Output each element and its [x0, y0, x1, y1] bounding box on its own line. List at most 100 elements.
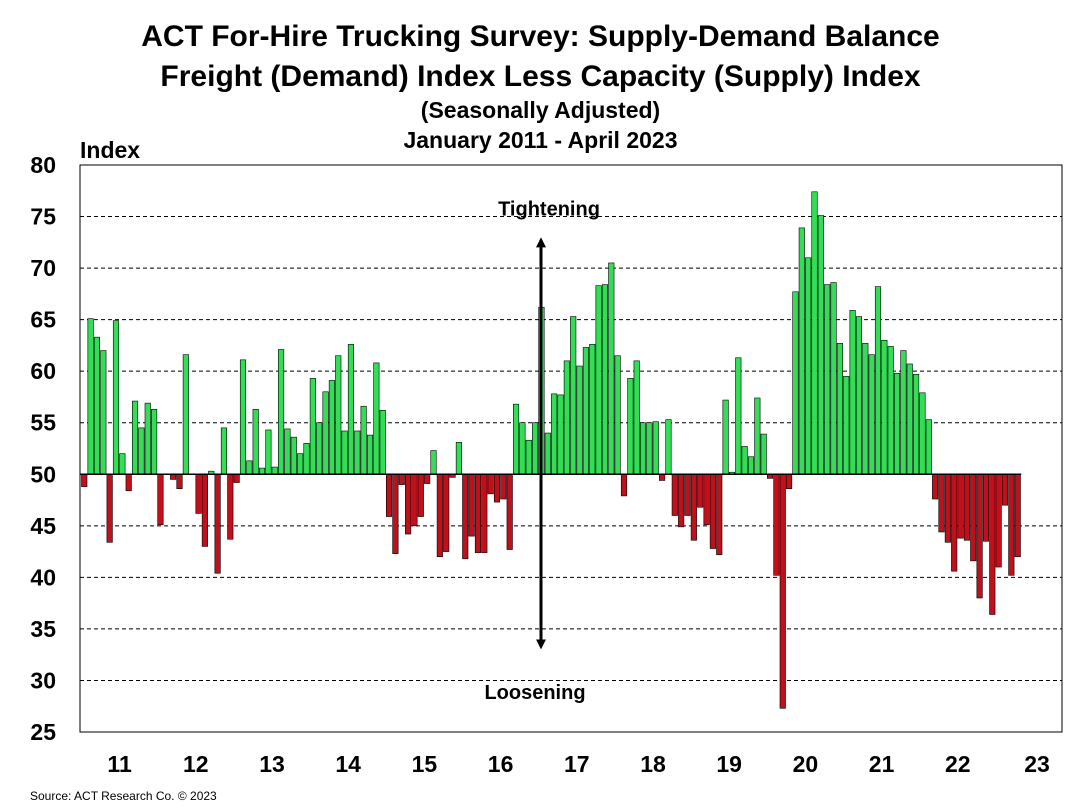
bar — [506, 473, 513, 550]
bar — [119, 453, 126, 475]
bar — [100, 350, 107, 475]
bar — [620, 473, 628, 497]
bar — [913, 373, 920, 475]
bar — [385, 473, 393, 517]
bar — [532, 422, 539, 475]
bar — [379, 410, 386, 475]
x-tick-label: 21 — [869, 751, 895, 777]
bar — [278, 349, 285, 475]
bar — [227, 473, 234, 540]
bar — [989, 473, 996, 615]
bar — [582, 347, 589, 475]
bar — [563, 360, 570, 475]
bar — [576, 365, 583, 475]
bar — [703, 473, 710, 526]
bar — [976, 473, 983, 599]
bar — [328, 380, 335, 475]
bar — [957, 473, 964, 539]
bar — [862, 343, 869, 475]
bar — [557, 394, 564, 475]
bar — [347, 344, 355, 475]
bar — [919, 392, 926, 475]
bar — [322, 391, 329, 475]
bar — [493, 473, 501, 503]
source-note: Source: ACT Research Co. © 2023 — [30, 789, 217, 803]
bar — [487, 473, 494, 495]
y-tick-label: 35 — [30, 616, 56, 642]
bar — [398, 473, 405, 485]
y-tick-label: 70 — [30, 255, 56, 281]
bar — [659, 473, 666, 481]
bar — [570, 316, 577, 475]
bar — [824, 284, 831, 475]
x-axis: 11 12 13 14 15 16 17 18 19 20 21 22 23 — [107, 751, 1049, 777]
bar — [106, 473, 113, 543]
bar — [373, 362, 380, 475]
x-tick-label: 17 — [564, 751, 590, 777]
bar — [735, 357, 742, 475]
bar — [462, 473, 469, 560]
bar — [176, 473, 183, 489]
bars — [81, 191, 1021, 709]
y-tick-label: 55 — [30, 410, 56, 436]
bar — [468, 473, 475, 537]
x-tick-label: 11 — [107, 751, 132, 777]
bar — [112, 320, 120, 475]
bar — [316, 422, 323, 475]
bar — [786, 473, 793, 489]
bar — [754, 397, 761, 475]
bar — [779, 473, 786, 709]
x-tick-label: 18 — [640, 751, 666, 777]
y-tick-label: 75 — [30, 204, 56, 230]
bar — [519, 422, 526, 475]
bar — [132, 400, 139, 475]
bar — [589, 344, 596, 475]
bar — [805, 257, 812, 475]
bar — [1008, 473, 1015, 576]
bar — [671, 473, 678, 516]
y-tick-label: 30 — [30, 667, 56, 693]
y-tick-label: 50 — [30, 461, 56, 487]
plot-area — [79, 164, 1063, 733]
bar — [182, 354, 189, 475]
bar — [646, 422, 653, 475]
bar — [201, 473, 208, 547]
y-tick-label: 25 — [30, 719, 56, 745]
bar — [627, 378, 634, 475]
x-tick-label: 22 — [945, 751, 971, 777]
bar — [436, 473, 443, 558]
bar — [595, 285, 602, 475]
bar — [938, 473, 945, 533]
y-tick-label: 40 — [30, 564, 56, 590]
bar — [430, 450, 437, 475]
bar — [233, 473, 240, 483]
bar — [747, 456, 755, 475]
annotation-tightening: Tightening — [498, 198, 600, 220]
bar — [951, 473, 958, 572]
bar — [811, 191, 818, 475]
bar — [239, 359, 247, 475]
bar — [963, 473, 970, 541]
bar — [893, 372, 901, 475]
x-tick-label: 13 — [259, 751, 285, 777]
bar — [798, 227, 805, 475]
x-tick-label: 20 — [793, 751, 819, 777]
bar — [925, 419, 932, 475]
bar — [995, 473, 1002, 568]
bar — [258, 467, 266, 475]
bar — [906, 363, 913, 475]
bar — [836, 343, 843, 475]
x-tick-label: 14 — [335, 751, 361, 777]
bar — [970, 473, 977, 562]
bar — [741, 446, 748, 475]
bar — [830, 282, 837, 475]
y-tick-label: 65 — [30, 307, 56, 333]
bar — [551, 393, 558, 475]
bar — [138, 427, 145, 475]
bar — [932, 473, 939, 500]
bar — [601, 284, 609, 475]
chart-title: ACT For-Hire Trucking Survey: Supply-Dem… — [141, 20, 940, 53]
bar — [633, 360, 640, 475]
annotation-loosening: Loosening — [484, 682, 585, 704]
bar — [392, 473, 399, 554]
